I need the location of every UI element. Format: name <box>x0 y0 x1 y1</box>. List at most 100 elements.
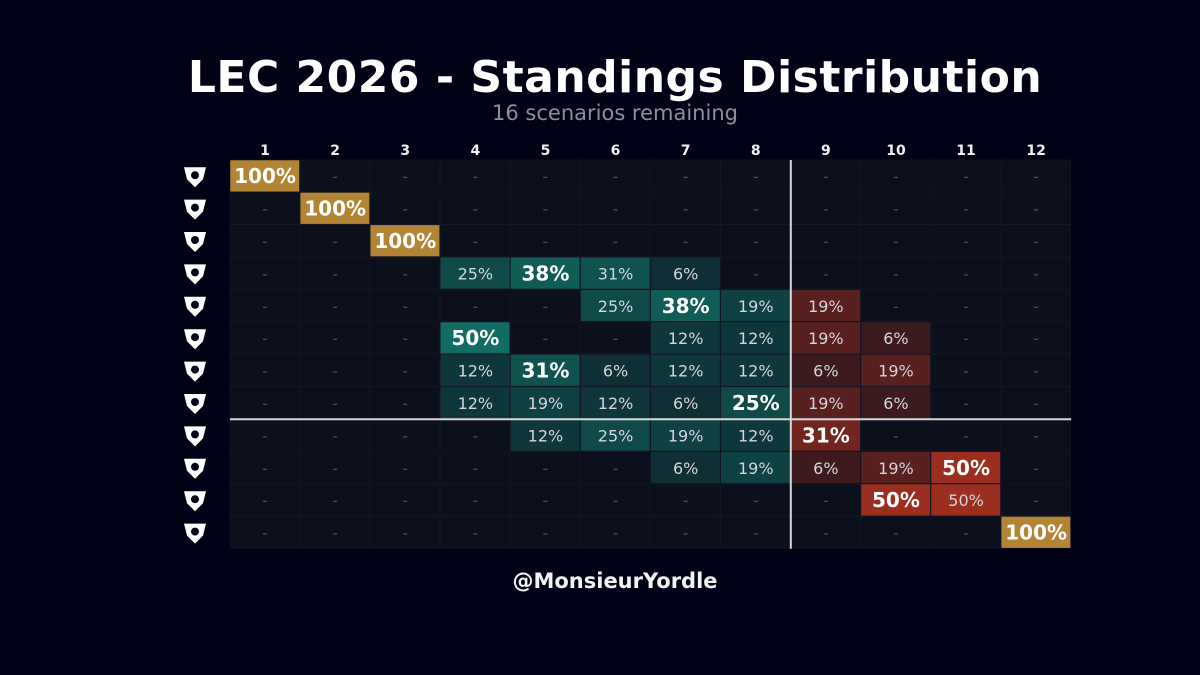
heatmap-cell <box>650 256 721 290</box>
empty-cell-label: - <box>963 394 969 413</box>
cell-value-label: 19% <box>738 459 774 478</box>
cell-value-label: 100% <box>374 229 436 253</box>
heatmap-cell <box>720 159 791 193</box>
chart-subtitle: 16 scenarios remaining <box>492 101 738 125</box>
cell-value-label: 38% <box>662 294 710 318</box>
empty-cell-label: - <box>402 491 408 510</box>
heatmap-cell <box>930 321 1001 355</box>
heatmap-cell <box>369 224 441 257</box>
heatmap-cell <box>369 192 441 225</box>
cell-value-label: 12% <box>738 426 774 445</box>
team-logo-detail <box>191 171 199 180</box>
heatmap-cell <box>1000 451 1071 484</box>
empty-cell-label: - <box>1033 394 1039 413</box>
heatmap-cell <box>720 192 791 225</box>
empty-cell-label: - <box>472 426 478 445</box>
heatmap-cell <box>229 192 300 225</box>
heatmap-cell <box>439 256 511 290</box>
heatmap-cell <box>1000 386 1071 419</box>
heatmap-cell <box>790 224 861 257</box>
team-logo-icon <box>184 264 206 285</box>
empty-cell-label: - <box>332 362 338 381</box>
heatmap-cell <box>1000 289 1071 322</box>
team-logo-detail <box>191 236 199 244</box>
heatmap-cell <box>930 159 1001 193</box>
empty-cell-label: - <box>472 491 478 510</box>
cell-value-label: 12% <box>668 362 704 381</box>
cell-value-label: 12% <box>738 362 774 381</box>
empty-cell-label: - <box>543 200 549 219</box>
heatmap-cell <box>1000 321 1071 355</box>
empty-cell-label: - <box>893 426 899 445</box>
heatmap-cell <box>229 354 300 387</box>
heatmap-cell <box>299 418 370 452</box>
heatmap-cell <box>580 159 651 193</box>
heatmap-cell <box>1000 224 1071 257</box>
empty-cell-label: - <box>332 426 338 445</box>
heatmap-cell <box>299 159 370 193</box>
heatmap-cell <box>369 321 441 355</box>
column-header: 8 <box>751 143 761 159</box>
empty-cell-label: - <box>472 524 478 543</box>
heatmap-cell <box>580 256 651 290</box>
heatmap-cell <box>510 354 581 387</box>
empty-cell-label: - <box>543 491 549 510</box>
cell-value-label: 6% <box>813 362 838 381</box>
heatmap-cell <box>650 192 721 225</box>
column-header: 6 <box>611 143 621 159</box>
empty-cell-label: - <box>262 362 268 381</box>
column-header: 2 <box>330 143 340 159</box>
empty-cell-label: - <box>262 200 268 219</box>
chart-title: LEC 2026 - Standings Distribution <box>187 52 1043 103</box>
heatmap-cell <box>299 192 370 225</box>
team-logo-icon <box>184 329 206 350</box>
heatmap-cell <box>860 516 931 549</box>
heatmap-cell <box>790 192 861 225</box>
empty-cell-label: - <box>402 264 408 283</box>
heatmap-cell <box>1000 192 1071 225</box>
empty-cell-label: - <box>1033 232 1039 251</box>
empty-cell-label: - <box>613 459 619 478</box>
empty-cell-label: - <box>893 167 899 186</box>
heatmap-cell <box>510 321 581 355</box>
heatmap-cell <box>369 159 441 193</box>
team-logo-detail <box>191 333 199 342</box>
empty-cell-label: - <box>613 167 619 186</box>
empty-cell-label: - <box>262 491 268 510</box>
heatmap-cell <box>580 192 651 225</box>
heatmap-cell <box>510 516 581 549</box>
cell-value-label: 6% <box>673 459 698 478</box>
heatmap-cell <box>1000 354 1071 387</box>
cell-value-label: 31% <box>598 264 634 283</box>
column-header: 12 <box>1026 143 1045 159</box>
team-logo-icon <box>184 491 206 512</box>
empty-cell-label: - <box>753 491 759 510</box>
empty-cell-label: - <box>402 329 408 348</box>
heatmap-cell <box>650 354 721 387</box>
heatmap-cell <box>299 516 370 549</box>
heatmap-cell <box>860 256 931 290</box>
heatmap-cell <box>930 289 1001 322</box>
team-logo-detail <box>191 430 199 439</box>
cell-value-label: 50% <box>872 488 920 512</box>
heatmap-cell <box>860 159 931 193</box>
team-logo-icon <box>184 361 206 382</box>
empty-cell-label: - <box>823 524 829 543</box>
empty-cell-label: - <box>543 329 549 348</box>
heatmap-cell <box>229 483 300 517</box>
cell-value-label: 19% <box>808 297 844 316</box>
team-logo-detail <box>191 527 199 536</box>
cell-value-label: 12% <box>528 426 564 445</box>
empty-cell-label: - <box>1033 362 1039 381</box>
heatmap-cell <box>229 516 300 549</box>
cell-value-label: 12% <box>598 394 634 413</box>
heatmap-cell <box>720 418 791 452</box>
heatmap-cell <box>580 418 651 452</box>
cell-value-label: 19% <box>738 297 774 316</box>
cell-value-label: 19% <box>878 459 914 478</box>
heatmap-cell <box>650 516 721 549</box>
team-logo-icon <box>184 523 206 544</box>
heatmap-cell <box>299 224 370 257</box>
heatmap-cell <box>439 483 511 517</box>
cell-value-label: 6% <box>673 264 698 283</box>
